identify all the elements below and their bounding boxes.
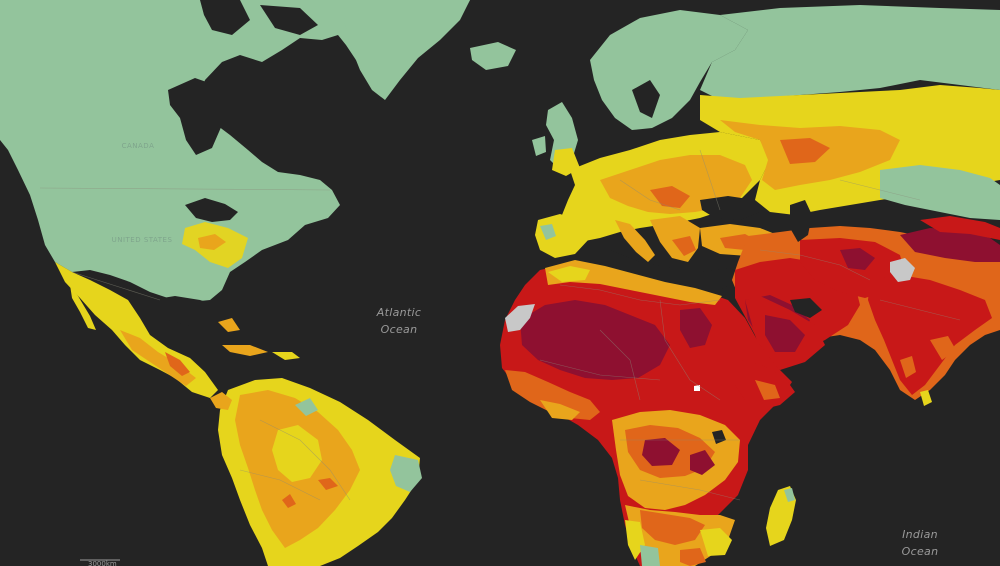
- africa: [500, 260, 796, 566]
- north-asia: [700, 5, 1000, 300]
- indian-ocean-label-line1: Indian: [902, 528, 938, 541]
- country-label-united-states: UNITED STATES: [112, 236, 173, 244]
- north-america: [0, 0, 470, 398]
- south-america: [210, 378, 422, 566]
- country-label-canada: CANADA: [122, 142, 155, 150]
- scale-bar: 3000km: [80, 559, 120, 566]
- ocean-label-indian: Indian Ocean: [902, 528, 939, 558]
- atlantic-ocean-label-line2: Ocean: [381, 323, 418, 336]
- ocean-label-atlantic: Atlantic Ocean: [376, 306, 421, 336]
- indian-ocean-label-line2: Ocean: [902, 545, 939, 558]
- country-borders: [39, 149, 961, 501]
- atlantic-ocean-label-line1: Atlantic: [376, 306, 421, 319]
- scale-bar-label: 3000km: [88, 560, 117, 566]
- europe: [470, 10, 780, 292]
